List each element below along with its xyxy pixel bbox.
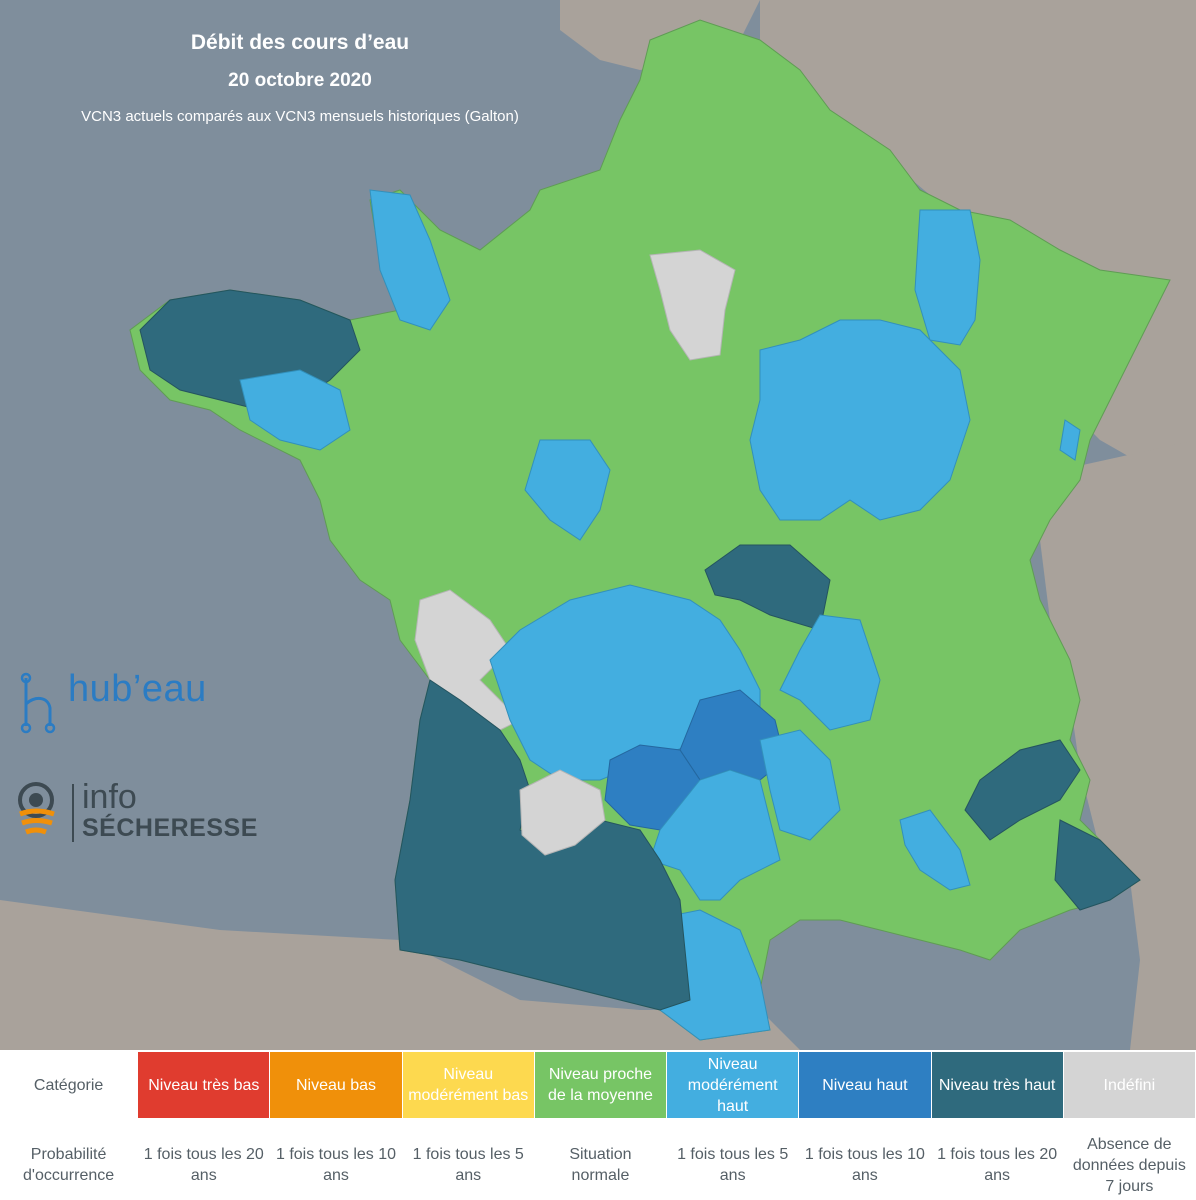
land-spain [0,900,800,1050]
legend-swatch-bas: Niveau bas [270,1052,402,1118]
map-title: Débit des cours d’eau [190,31,410,54]
region-ile-de-france [649,249,736,361]
region-cotentin [369,189,451,331]
region-bourgogne [749,319,971,521]
legend-swatch-proche-moyenne: Niveau proche de la moyenne [534,1052,667,1118]
info-wordmark: info [82,778,137,816]
legend-probability-proche-moyenne: Situation normale [569,1146,632,1184]
legend-swatch-moderement-bas: Niveau modérément bas [402,1052,534,1118]
map-area: Débit des cours d’eau 20 octobre 2020 VC… [0,0,1196,1050]
legend-header-category: Catégorie [33,1076,104,1094]
legend-swatch-tres-bas: Niveau très bas [138,1052,270,1118]
legend-swatch-moderement-haut: Niveau modérément haut [667,1052,799,1118]
legend-swatch-indefini: Indéfini [1063,1052,1195,1118]
france-map [0,0,1196,1050]
hubeau-wordmark: hub’eau [68,668,207,710]
legend-header-probability: Probabilité d'occurrence [23,1146,115,1184]
legend-probability-tres-haut: 1 fois tous les 20 ans [937,1146,1058,1184]
drought-drop-icon [18,782,55,835]
secheresse-wordmark: SÉCHERESSE [82,814,258,842]
legend-category-row: Catégorie Niveau très bas Niveau bas Nivea… [0,1052,1196,1118]
region-indre [524,439,611,541]
region-gard [759,729,841,841]
legend-swatch-tres-haut: Niveau très haut [931,1052,1063,1118]
map-subtitle: VCN3 actuels comparés aux VCN3 mensuels … [81,108,519,125]
info-secheresse-logo: info SÉCHERESSE [14,778,284,848]
legend-probability-haut: 1 fois tous les 10 ans [804,1146,925,1184]
region-finistere-sud [239,369,351,451]
legend-probability-bas: 1 fois tous les 10 ans [275,1146,397,1184]
legend-probability-moderement-bas: 1 fois tous les 5 ans [412,1146,524,1184]
legend-probability-moderement-haut: 1 fois tous les 5 ans [677,1146,789,1184]
legend-probability-row: Probabilité d'occurrence 1 fois tous les… [0,1130,1196,1200]
region-alpes-maritimes [1054,819,1141,911]
legend-probability-indefini: Absence de données depuis 7 jours [1072,1135,1186,1195]
land-switzerland-italy [1040,440,1196,1050]
region-rhone-isere [779,614,881,731]
legend-probability-tres-bas: 1 fois tous les 20 ans [143,1146,264,1184]
map-title-block: Débit des cours d’eau 20 octobre 2020 VC… [20,26,580,130]
region-marne [914,209,981,346]
region-var-spot [899,809,971,891]
legend-swatch-haut: Niveau haut [799,1052,931,1118]
region-alsace-spot [1059,419,1081,461]
region-lot-et-garonne [519,769,606,856]
hubeau-logo: hub’eau [14,668,206,740]
region-hautes-alpes [964,739,1081,841]
map-date: 20 octobre 2020 [228,70,372,91]
region-aveyron [649,769,781,901]
logo-separator [72,784,74,842]
legend: Catégorie Niveau très bas Niveau bas Nivea… [0,1050,1196,1200]
water-drop-network-icon [20,672,56,734]
